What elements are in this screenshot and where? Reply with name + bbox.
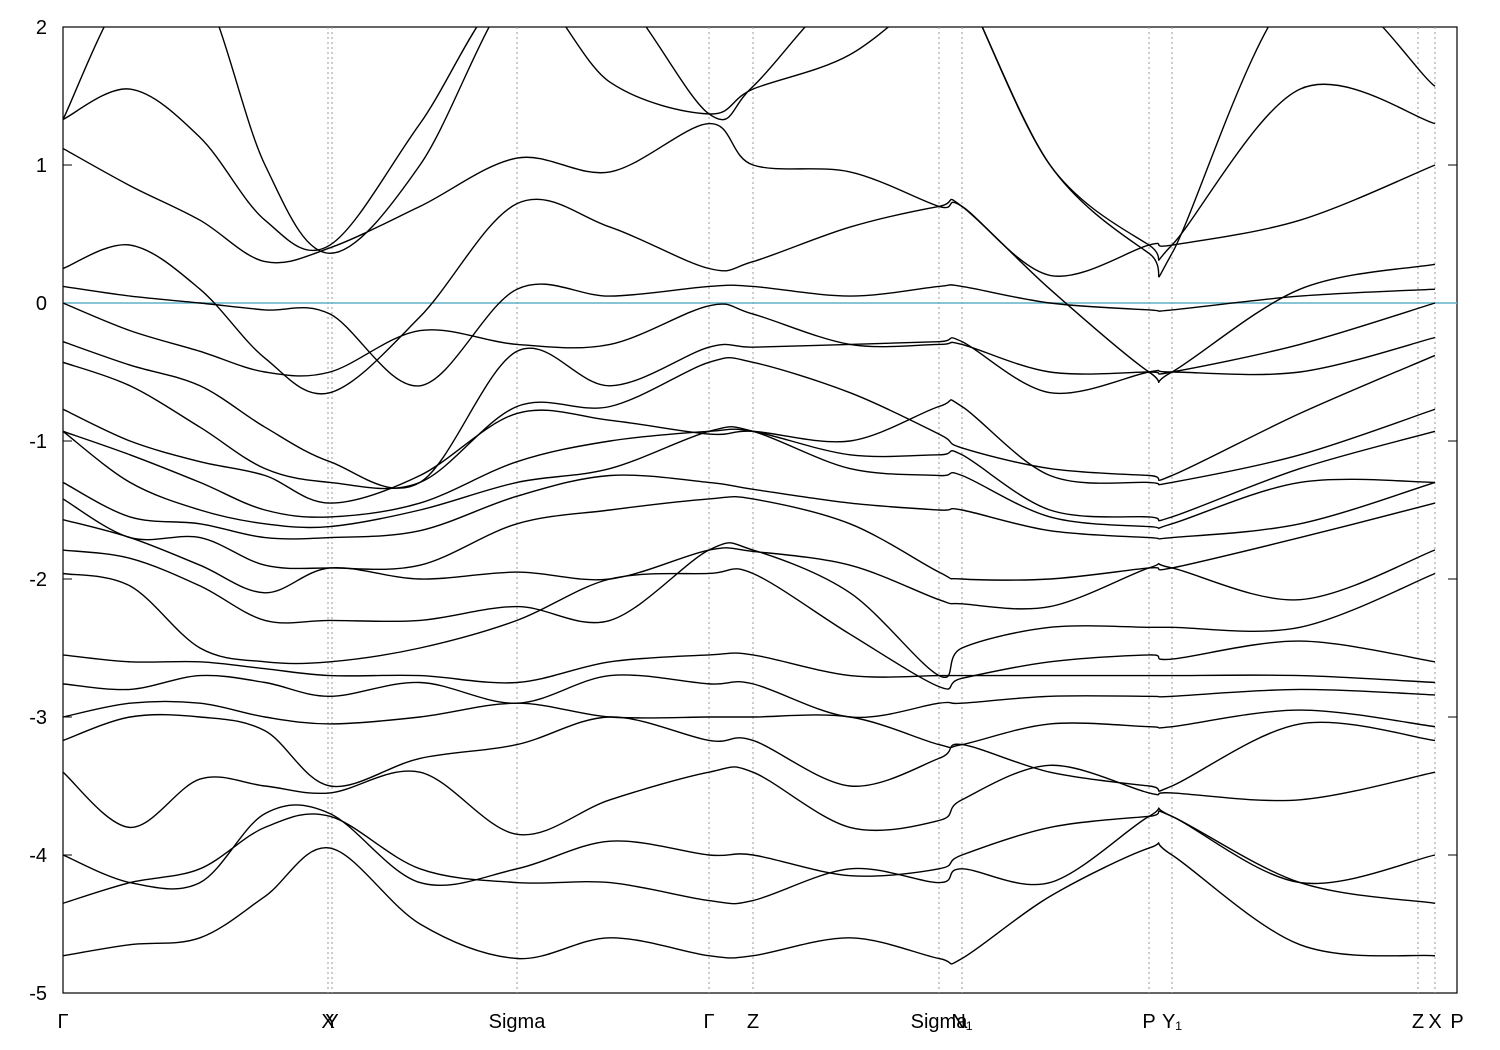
band-line <box>63 425 1436 530</box>
band-line <box>63 283 1436 387</box>
band-line <box>63 122 1436 277</box>
x-tick-label: Y₁ <box>1162 1011 1182 1033</box>
x-tick-label: X <box>1428 1011 1441 1033</box>
x-tick-label: Sigma <box>911 1011 969 1033</box>
x-tick-label: P <box>1450 1011 1463 1033</box>
x-tick-label: X <box>321 1011 334 1033</box>
y-tick-label: -5 <box>29 983 47 1005</box>
band-line <box>63 542 1436 679</box>
band-line <box>63 568 1436 690</box>
band-line <box>63 428 1436 522</box>
y-tick-label: 0 <box>36 293 47 315</box>
band-line <box>63 474 1436 540</box>
band-line <box>63 842 1436 965</box>
band-line <box>63 713 1436 792</box>
x-tick-label: Sigma <box>489 1011 547 1033</box>
band-line <box>63 518 1436 610</box>
y-tick-label: -3 <box>29 707 47 729</box>
x-tick-label: N₁ <box>951 1011 972 1033</box>
x-tick-label: Y <box>325 1011 338 1033</box>
y-tick-label: 1 <box>36 155 47 177</box>
x-tick-label: Γ <box>703 1011 714 1033</box>
y-tick-label: 2 <box>36 17 47 39</box>
band-line <box>63 336 1436 489</box>
band-line <box>63 198 1436 395</box>
band-line <box>63 354 1436 490</box>
y-tick-label: -2 <box>29 569 47 591</box>
y-tick-label: -4 <box>29 845 47 867</box>
x-tick-label: Z <box>1412 1011 1424 1033</box>
band-line <box>63 807 1436 905</box>
band-line <box>63 302 1436 377</box>
band-line <box>63 804 1436 890</box>
band-line <box>63 399 1436 504</box>
x-tick-label: Γ <box>57 1011 68 1033</box>
y-tick-label: -1 <box>29 431 47 453</box>
band-line <box>63 27 1436 261</box>
band-line <box>63 495 1436 581</box>
x-tick-label: P <box>1142 1011 1155 1033</box>
band-line <box>63 674 1436 719</box>
band-line <box>63 764 1436 836</box>
band-line <box>63 652 1436 684</box>
x-tick-label: Z <box>747 1011 759 1033</box>
plot-frame <box>62 26 1458 994</box>
bands <box>63 27 1457 965</box>
band-line <box>63 700 1436 749</box>
band-line <box>63 27 1436 278</box>
